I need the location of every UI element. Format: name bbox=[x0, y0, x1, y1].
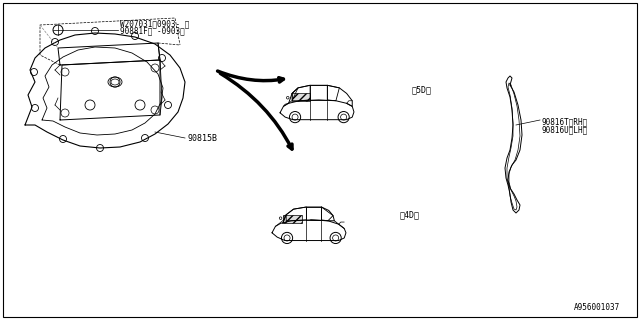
Text: 90815B: 90815B bbox=[187, 133, 217, 142]
Text: W207031（0903- ）: W207031（0903- ） bbox=[120, 20, 189, 28]
Text: 90816T＜RH＞: 90816T＜RH＞ bbox=[542, 117, 588, 126]
Polygon shape bbox=[292, 93, 310, 101]
Text: ＜4D＞: ＜4D＞ bbox=[400, 211, 420, 220]
Text: ＜5D＞: ＜5D＞ bbox=[412, 85, 432, 94]
Text: 90881F（ -0903）: 90881F（ -0903） bbox=[120, 27, 185, 36]
Polygon shape bbox=[283, 215, 302, 223]
Text: A956001037: A956001037 bbox=[573, 303, 620, 312]
FancyArrowPatch shape bbox=[218, 71, 284, 82]
Text: 90816U＜LH＞: 90816U＜LH＞ bbox=[542, 125, 588, 134]
FancyArrowPatch shape bbox=[220, 73, 292, 149]
